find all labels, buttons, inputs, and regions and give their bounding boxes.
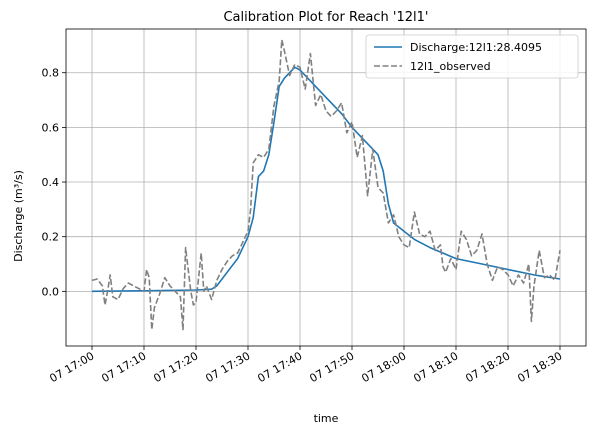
x-tick-label: 07 17:20 [151,349,200,385]
y-axis-label: Discharge (m³/s) [12,170,25,262]
x-tick-label: 07 18:00 [359,349,408,385]
x-tick-label: 07 17:00 [47,349,96,385]
legend-label-0: Discharge:12l1:28.4095 [410,41,542,54]
y-tick-label: 0.6 [42,121,60,134]
y-tick-label: 0.2 [42,231,60,244]
y-tick-label: 0.0 [42,285,60,298]
series-layer [92,40,560,330]
x-axis-label: time [314,412,339,425]
x-tick-label: 07 17:50 [307,349,356,385]
x-tick-label: 07 18:30 [515,349,564,385]
y-tick-label: 0.8 [42,67,60,80]
legend-label-1: 12l1_observed [410,60,491,73]
chart-title: Calibration Plot for Reach '12l1' [223,10,428,25]
x-tick-label: 07 18:10 [411,349,460,385]
x-tick-label: 07 18:20 [463,349,512,385]
x-tick-label: 07 17:40 [255,349,304,385]
series-line-1 [92,40,560,330]
x-tick-label: 07 17:10 [99,349,148,385]
x-tick-label: 07 17:30 [203,349,252,385]
series-line-0 [92,67,560,291]
y-tick-label: 0.4 [42,176,60,189]
legend: Discharge:12l1:28.4095 12l1_observed [366,35,578,78]
